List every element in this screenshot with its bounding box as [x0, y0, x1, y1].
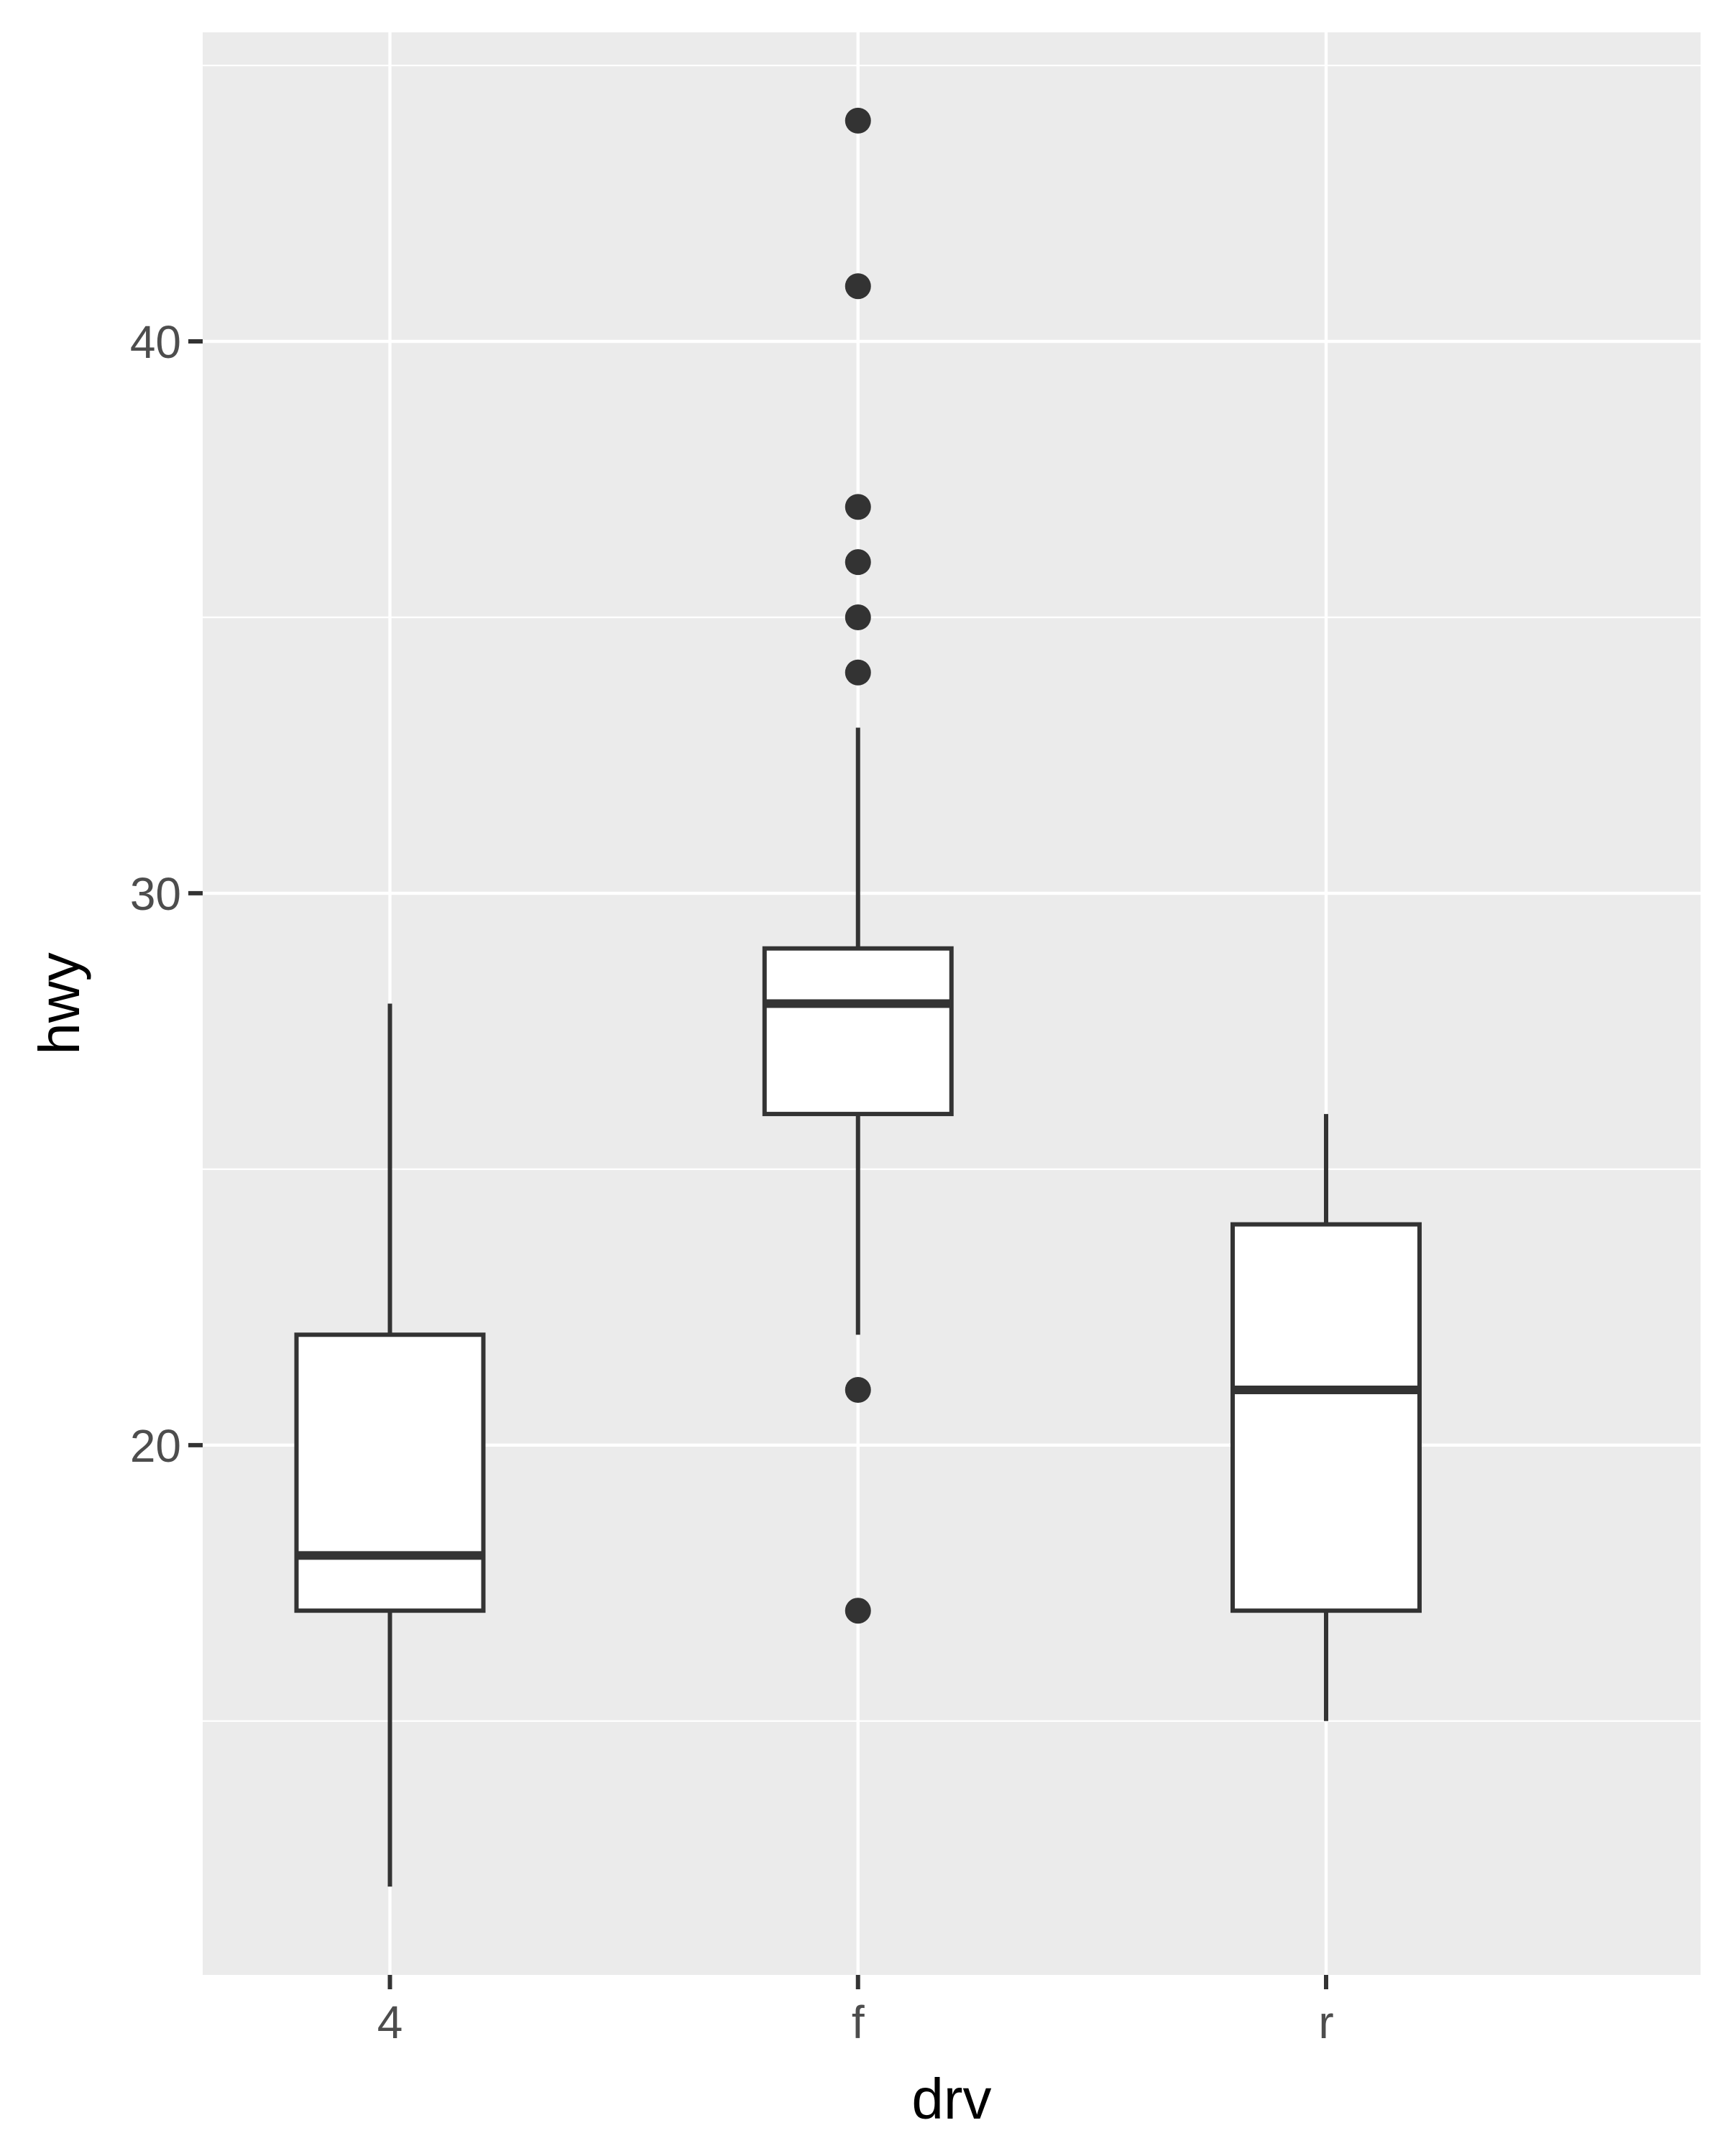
x-tick-label: r: [1318, 1996, 1333, 2048]
x-axis: 4 f r: [377, 1975, 1334, 2048]
outlier-point: [845, 494, 871, 520]
y-axis-title: hwy: [27, 952, 91, 1054]
box-group-f: [762, 107, 954, 1624]
outlier-point: [845, 273, 871, 300]
box-iqr: [1230, 1222, 1422, 1613]
outlier-point: [845, 1377, 871, 1404]
box-marks: [294, 107, 1422, 1887]
box-group-4: [294, 1003, 486, 1887]
x-tick-label: 4: [377, 1996, 403, 2048]
x-tick-label: f: [852, 1996, 865, 2048]
box-group-r: [1230, 1114, 1422, 1721]
y-tick-label: 20: [130, 1420, 181, 1472]
box-iqr: [762, 946, 954, 1117]
outlier-point: [845, 549, 871, 576]
y-axis: 20 30 40: [130, 316, 203, 1472]
y-tick-label: 30: [130, 868, 181, 920]
box-iqr: [294, 1332, 486, 1613]
outlier-point: [845, 659, 871, 686]
outlier-point: [845, 107, 871, 134]
outlier-point: [845, 1598, 871, 1624]
x-axis-title: drv: [911, 2067, 991, 2131]
outlier-point: [845, 604, 871, 630]
y-tick-label: 40: [130, 316, 181, 368]
minor-gridlines: [203, 64, 1701, 1722]
